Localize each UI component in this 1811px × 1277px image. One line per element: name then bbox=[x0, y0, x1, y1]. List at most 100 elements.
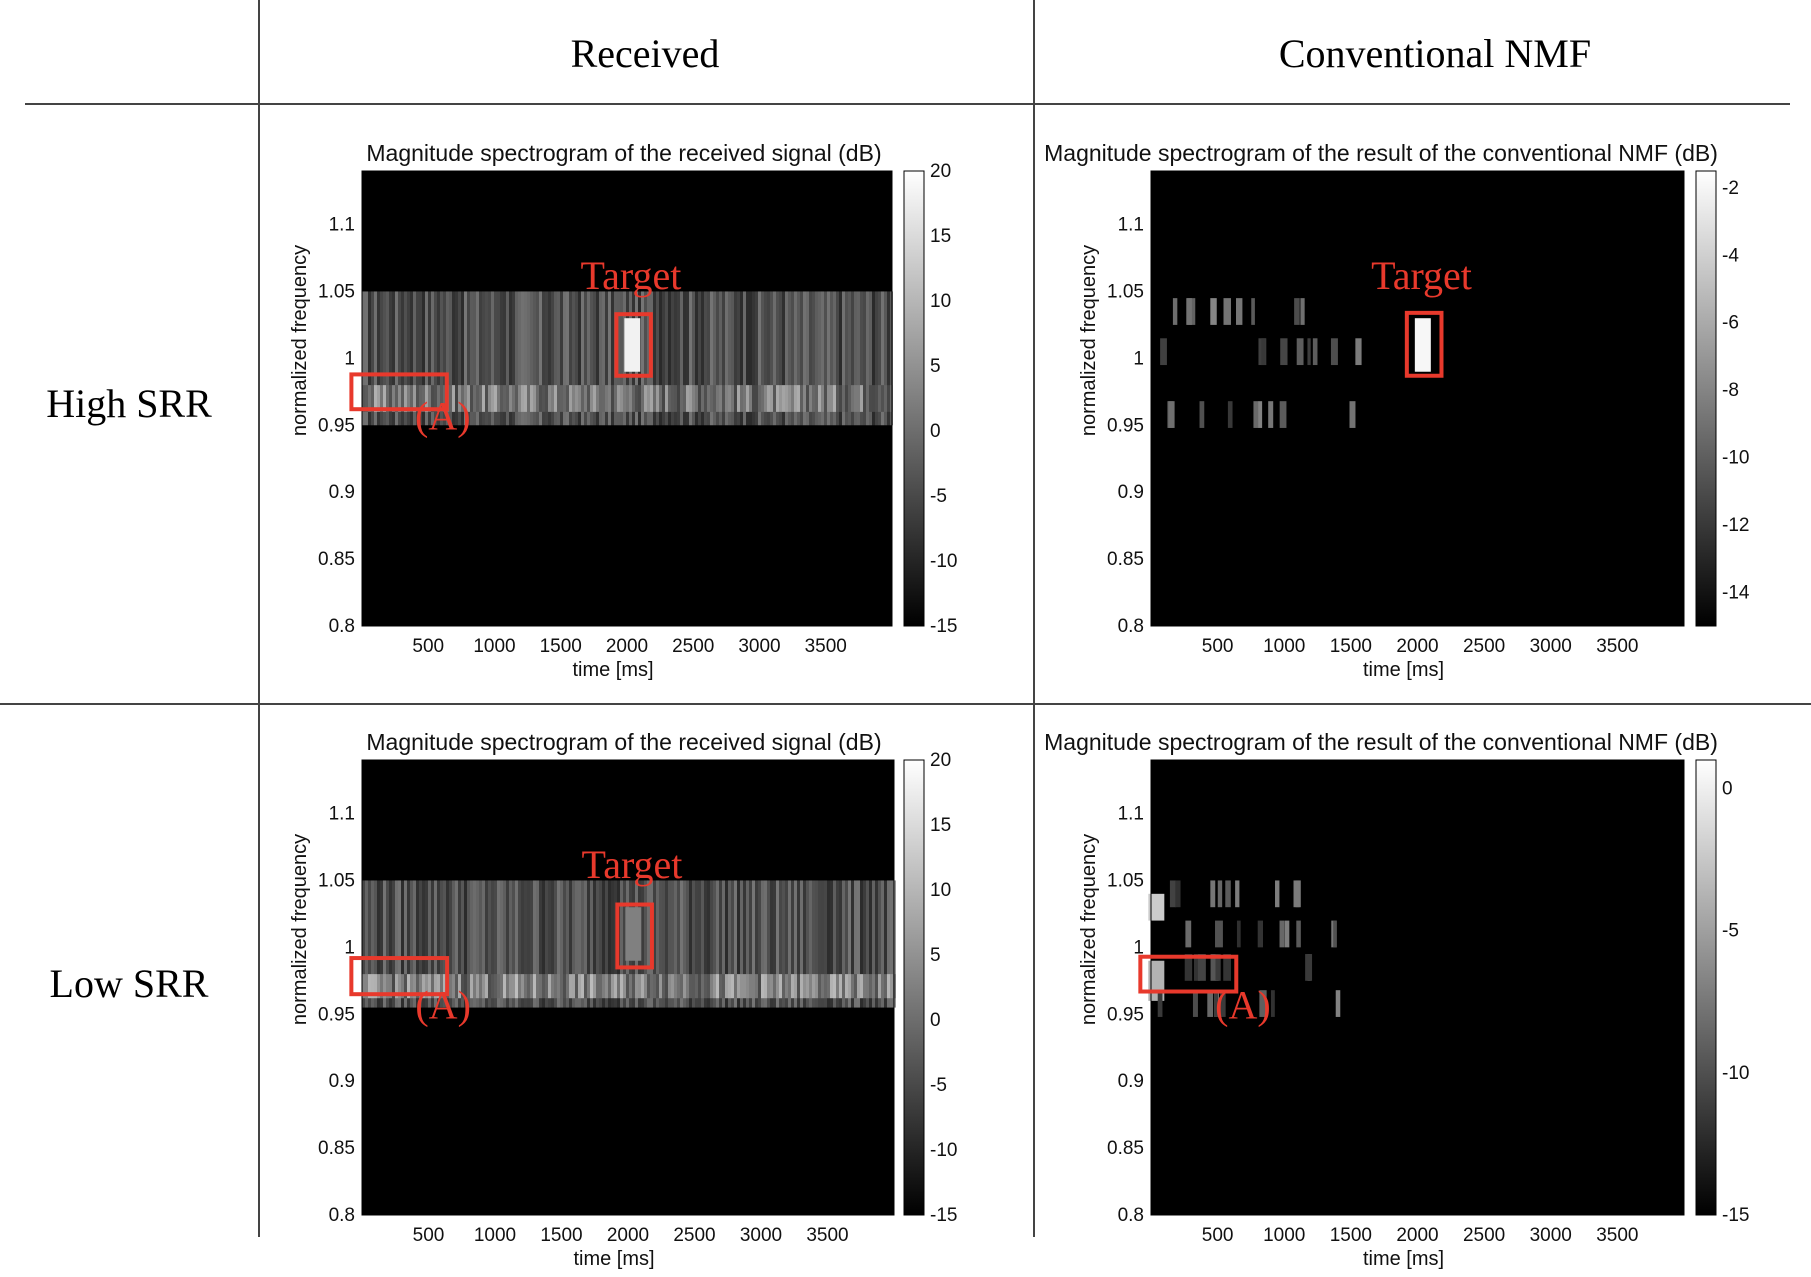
band-stripe bbox=[758, 880, 761, 1008]
band-stripe bbox=[713, 880, 716, 1008]
y-tick-label: 0.8 bbox=[1118, 616, 1144, 637]
band-stripe bbox=[827, 385, 830, 412]
band-stripe bbox=[386, 974, 389, 999]
band-stripe bbox=[881, 385, 884, 412]
band-stripe bbox=[761, 974, 764, 999]
band-stripe bbox=[401, 385, 404, 412]
nmf-streak bbox=[1235, 880, 1240, 908]
band-stripe bbox=[575, 385, 578, 412]
nmf-streak bbox=[1172, 298, 1178, 325]
band-stripe bbox=[629, 974, 632, 999]
nmf-streak bbox=[1293, 880, 1301, 908]
annotation-box bbox=[1404, 310, 1444, 378]
band-stripe bbox=[818, 385, 821, 412]
colorbar bbox=[903, 759, 925, 1216]
band-stripe bbox=[461, 385, 464, 412]
band-stripe bbox=[866, 385, 869, 412]
band-stripe bbox=[377, 880, 380, 1008]
nmf-streak bbox=[1300, 298, 1305, 325]
band-stripe bbox=[431, 880, 434, 1008]
band-stripe bbox=[839, 385, 842, 412]
band-stripe bbox=[851, 974, 854, 999]
band-stripe bbox=[497, 291, 500, 426]
colorbar-tick-label: -2 bbox=[1722, 178, 1739, 199]
band-stripe bbox=[617, 974, 620, 999]
band-stripe bbox=[818, 291, 821, 426]
row-header-high-srr: High SRR bbox=[46, 381, 212, 426]
row-divider bbox=[0, 703, 1811, 705]
band-stripe bbox=[368, 974, 371, 999]
band-stripe bbox=[545, 291, 548, 426]
band-stripe bbox=[698, 291, 701, 426]
band-stripe bbox=[596, 880, 599, 1008]
y-tick-label: 1.1 bbox=[329, 804, 355, 825]
band-stripe bbox=[746, 291, 749, 426]
band-stripe bbox=[878, 385, 881, 412]
band-stripe bbox=[374, 974, 377, 999]
band-stripe bbox=[839, 291, 842, 426]
band-stripe bbox=[713, 385, 716, 412]
nmf-streak bbox=[1223, 298, 1231, 325]
nmf-streak bbox=[1210, 954, 1217, 981]
nmf-streak bbox=[1312, 338, 1318, 366]
band-stripe bbox=[854, 974, 857, 999]
colorbar-tick-label: 10 bbox=[930, 291, 951, 312]
band-stripe bbox=[407, 385, 410, 412]
band-stripe bbox=[743, 880, 746, 1008]
band-stripe bbox=[452, 291, 455, 426]
band-stripe bbox=[863, 974, 866, 999]
x-tick-label: 500 bbox=[413, 1225, 445, 1246]
band-stripe bbox=[419, 974, 422, 999]
band-stripe bbox=[866, 880, 869, 1008]
band-stripe bbox=[848, 880, 851, 1008]
band-stripe bbox=[461, 880, 464, 1008]
band-stripe bbox=[503, 385, 506, 412]
band-stripe bbox=[410, 974, 413, 999]
x-tick-label: 3000 bbox=[738, 636, 780, 657]
band-stripe bbox=[620, 291, 623, 426]
band-stripe bbox=[602, 974, 605, 999]
band-stripe bbox=[515, 974, 518, 999]
band-stripe bbox=[665, 291, 668, 426]
band-stripe bbox=[827, 291, 830, 426]
spectral-band bbox=[362, 385, 893, 412]
band-stripe bbox=[557, 880, 560, 1008]
band-stripe bbox=[851, 385, 854, 412]
band-stripe bbox=[572, 880, 575, 1008]
band-stripe bbox=[488, 974, 491, 999]
band-stripe bbox=[467, 291, 470, 426]
band-stripe bbox=[581, 880, 584, 1008]
y-tick-label: 1.1 bbox=[1118, 215, 1144, 236]
band-stripe bbox=[395, 880, 398, 1008]
nmf-streak bbox=[1279, 401, 1287, 428]
band-stripe bbox=[692, 385, 695, 412]
colorbar-tick-label: -8 bbox=[1722, 380, 1739, 401]
band-stripe bbox=[413, 291, 416, 426]
band-stripe bbox=[446, 880, 449, 1008]
nmf-streak bbox=[1280, 338, 1288, 366]
band-stripe bbox=[479, 880, 482, 1008]
band-stripe bbox=[491, 880, 494, 1008]
band-stripe bbox=[833, 291, 836, 426]
band-stripe bbox=[722, 385, 725, 412]
band-stripe bbox=[827, 974, 830, 999]
band-stripe bbox=[737, 385, 740, 412]
band-stripe bbox=[434, 291, 437, 426]
band-stripe bbox=[794, 291, 797, 426]
band-stripe bbox=[371, 385, 374, 412]
band-stripe bbox=[386, 385, 389, 412]
band-stripe bbox=[449, 880, 452, 1008]
band-stripe bbox=[569, 974, 572, 999]
band-stripe bbox=[545, 385, 548, 412]
band-stripe bbox=[779, 385, 782, 412]
band-stripe bbox=[731, 385, 734, 412]
band-stripe bbox=[434, 880, 437, 1008]
band-stripe bbox=[644, 974, 647, 999]
band-stripe bbox=[419, 880, 422, 1008]
colorbar-tick-label: 15 bbox=[930, 815, 951, 836]
band-stripe bbox=[599, 974, 602, 999]
band-stripe bbox=[812, 974, 815, 999]
band-stripe bbox=[770, 880, 773, 1008]
band-stripe bbox=[653, 880, 656, 1008]
spectral-band bbox=[362, 974, 896, 999]
